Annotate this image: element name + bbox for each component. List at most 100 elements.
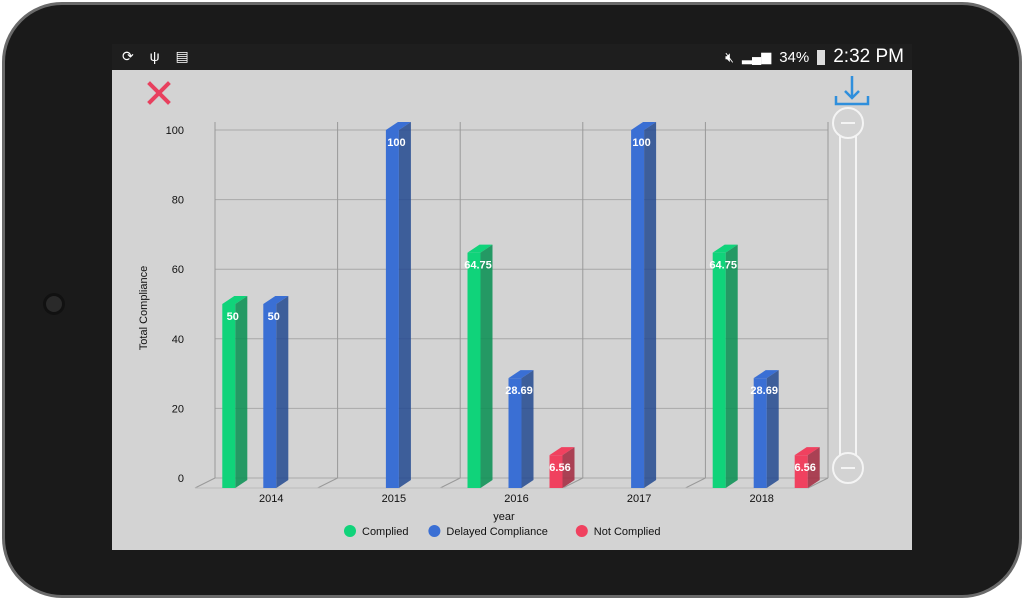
bar-not-complied — [549, 447, 575, 488]
y-tick-label: 60 — [172, 264, 184, 276]
screen: ⟳ ψ ▤ 🔇︎ ▂▄▆ 34% 2:32 PM 0 20 40 60 80 100 20… — [112, 44, 912, 550]
bar-top — [794, 447, 820, 456]
battery-percent: 34% — [779, 48, 810, 66]
bar-side — [725, 244, 738, 488]
bar-top — [385, 122, 411, 130]
y-tick-label: 40 — [172, 334, 184, 346]
floor-edge — [317, 477, 338, 489]
bar-front — [263, 304, 277, 488]
x-axis-label: year — [493, 511, 515, 523]
bar-shade — [521, 370, 534, 488]
x-tick-label: 2017 — [627, 493, 651, 505]
bar-side — [562, 447, 575, 488]
x-tick-label: 2018 — [749, 493, 773, 505]
data-label: 28.69 — [505, 385, 533, 397]
data-label: 100 — [632, 137, 650, 149]
bar-shade — [644, 122, 657, 488]
data-label: 6.56 — [549, 462, 570, 474]
data-label: 50 — [227, 311, 239, 323]
mute-icon: 🔇︎ — [725, 48, 734, 65]
bar-shade — [766, 370, 779, 488]
legend-label: Not Complied — [594, 526, 661, 538]
notification-icons: ⟳ ψ ▤ — [122, 48, 195, 64]
bar-front — [631, 130, 645, 488]
data-label: 6.56 — [794, 462, 815, 474]
bar-side — [521, 370, 534, 488]
floor-edge — [194, 477, 216, 489]
bar-side — [480, 244, 493, 488]
bar-top — [263, 296, 289, 304]
bar-complied — [712, 244, 738, 488]
y-tick-label: 0 — [178, 473, 184, 485]
legend-label: Delayed Compliance — [446, 526, 548, 538]
bar-side — [807, 447, 820, 488]
x-tick-label: 2014 — [259, 493, 283, 505]
bar-shade — [235, 296, 248, 488]
data-label: 64.75 — [464, 260, 492, 272]
bar-complied — [467, 244, 493, 488]
bar-side — [766, 370, 779, 488]
y-tick-label: 100 — [166, 125, 184, 137]
slider-handle-top[interactable] — [832, 107, 864, 139]
legend-marker — [575, 525, 588, 537]
bar-complied — [222, 296, 248, 488]
bar-top — [508, 370, 534, 379]
bar-delayed-compliance — [631, 122, 657, 488]
slider-handle-bottom[interactable] — [832, 452, 864, 484]
bar-front — [549, 455, 563, 488]
bar-top — [222, 296, 248, 304]
chart: 0 20 40 60 80 100 2014 50 50 2015 100 2016 64.75 28.… — [138, 76, 870, 538]
y-tick-label: 80 — [172, 195, 184, 207]
x-tick-label: 2016 — [504, 493, 528, 505]
bar-shade — [562, 447, 575, 488]
y-axis-label: Total Compliance — [138, 266, 150, 350]
legend: Complied Delayed Compliance Not Complied — [344, 525, 660, 538]
bar-front — [222, 304, 236, 488]
status-bar: ⟳ ψ ▤ 🔇︎ ▂▄▆ 34% 2:32 PM — [112, 44, 912, 70]
bar-top — [467, 244, 493, 253]
download-icon[interactable] — [834, 76, 870, 106]
bar-delayed-compliance — [753, 370, 779, 488]
legend-marker — [344, 525, 356, 537]
bar-side — [235, 296, 248, 488]
bar-front — [712, 252, 726, 488]
bar-not-complied — [794, 447, 820, 488]
bar-shade — [276, 296, 289, 488]
close-icon[interactable] — [147, 81, 171, 105]
floor-edge — [685, 477, 706, 489]
signal-icon: ▂▄▆ — [741, 49, 772, 64]
clock: 2:32 PM — [833, 46, 904, 67]
bar-top — [712, 244, 738, 253]
bar-front — [508, 378, 522, 488]
bar-delayed-compliance — [263, 296, 289, 488]
bar-delayed-compliance — [508, 370, 534, 488]
bar-side — [276, 296, 289, 488]
x-tick-label: 2015 — [382, 493, 406, 505]
zoom-slider[interactable] — [832, 107, 864, 484]
floor-edge — [807, 477, 829, 489]
bar-front — [753, 378, 767, 488]
data-label: 64.75 — [709, 260, 737, 272]
bar-shade — [807, 447, 820, 488]
bar-shade — [725, 244, 738, 488]
bar-shade — [398, 122, 411, 488]
floor-edge — [562, 477, 584, 489]
bar-front — [794, 455, 808, 488]
bar-top — [753, 370, 779, 379]
bar-top — [631, 122, 657, 130]
bar-top — [549, 447, 575, 456]
camera — [43, 293, 65, 315]
data-label: 50 — [268, 311, 280, 323]
bar-side — [398, 122, 411, 488]
bar-side — [644, 122, 657, 488]
legend-label: Complied — [362, 526, 408, 538]
data-label: 28.69 — [750, 385, 778, 397]
data-label: 100 — [387, 137, 405, 149]
battery-icon — [817, 49, 826, 65]
legend-marker — [428, 525, 441, 537]
floor-edge — [439, 477, 461, 489]
bar-front — [385, 130, 399, 488]
bar-delayed-compliance — [385, 122, 411, 488]
bar-front — [467, 252, 481, 488]
y-tick-label: 20 — [172, 403, 184, 415]
